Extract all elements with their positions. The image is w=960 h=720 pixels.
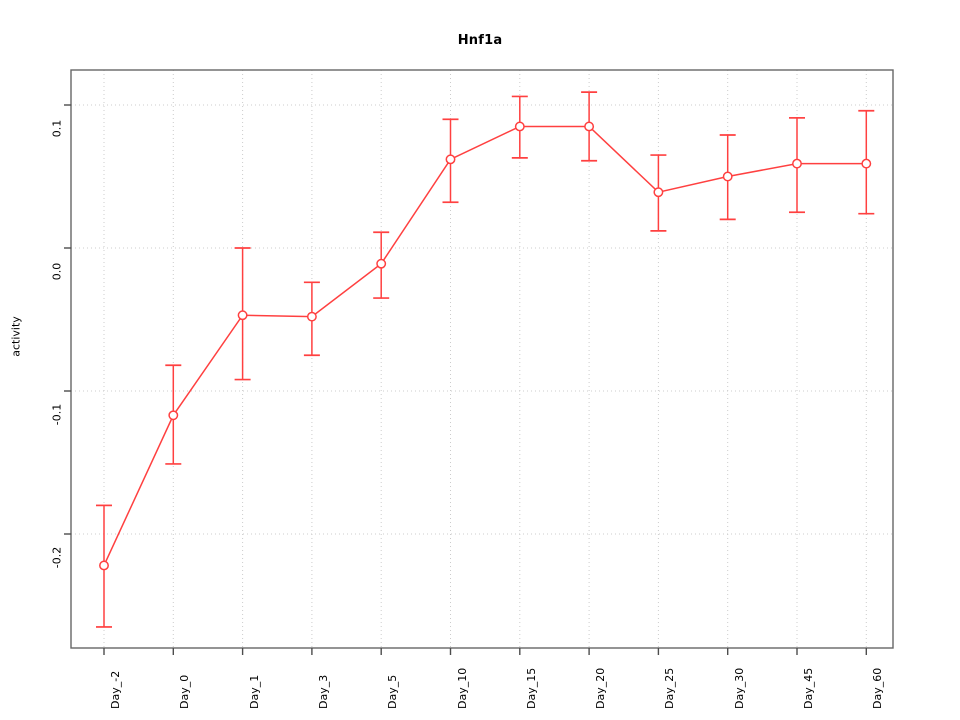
chart-title: Hnf1a [457, 33, 503, 48]
x-tick-label: Day_20 [594, 667, 608, 709]
plot-frame [70, 69, 894, 649]
data-point [376, 258, 387, 269]
gridlines [71, 70, 893, 648]
data-point [237, 310, 248, 321]
data-point [653, 187, 664, 198]
data-point [584, 121, 595, 132]
y-tick-label: -0.1 [50, 403, 64, 426]
data-series [96, 91, 875, 628]
y-tick-label: 0.0 [50, 262, 64, 281]
data-point [99, 560, 109, 571]
x-tick-label: Day_0 [178, 674, 192, 709]
y-tick-label: -0.2 [50, 546, 64, 569]
data-point [306, 311, 317, 322]
y-tick-label: 0.1 [50, 119, 64, 138]
data-point [792, 158, 802, 169]
x-tick-label: Day_15 [524, 667, 538, 709]
x-tick-label: Day_25 [663, 667, 677, 709]
series-line [103, 125, 867, 566]
x-tick-label: Day_-2 [109, 670, 122, 709]
plot-border [70, 69, 894, 649]
axis-ticks [64, 104, 867, 655]
data-point [722, 171, 733, 182]
x-tick-label: Day_1 [247, 674, 261, 709]
data-point [514, 121, 525, 132]
x-tick-label: Day_5 [386, 674, 400, 709]
data-point [445, 154, 456, 165]
data-point [861, 158, 872, 169]
x-tick-label: Day_3 [316, 674, 330, 709]
x-tick-label: Day_30 [732, 667, 746, 709]
x-tick-label: Day_45 [802, 667, 815, 709]
x-tick-label: Day_10 [455, 667, 469, 709]
data-point [168, 410, 179, 421]
x-tick-label: Day_60 [871, 667, 885, 709]
